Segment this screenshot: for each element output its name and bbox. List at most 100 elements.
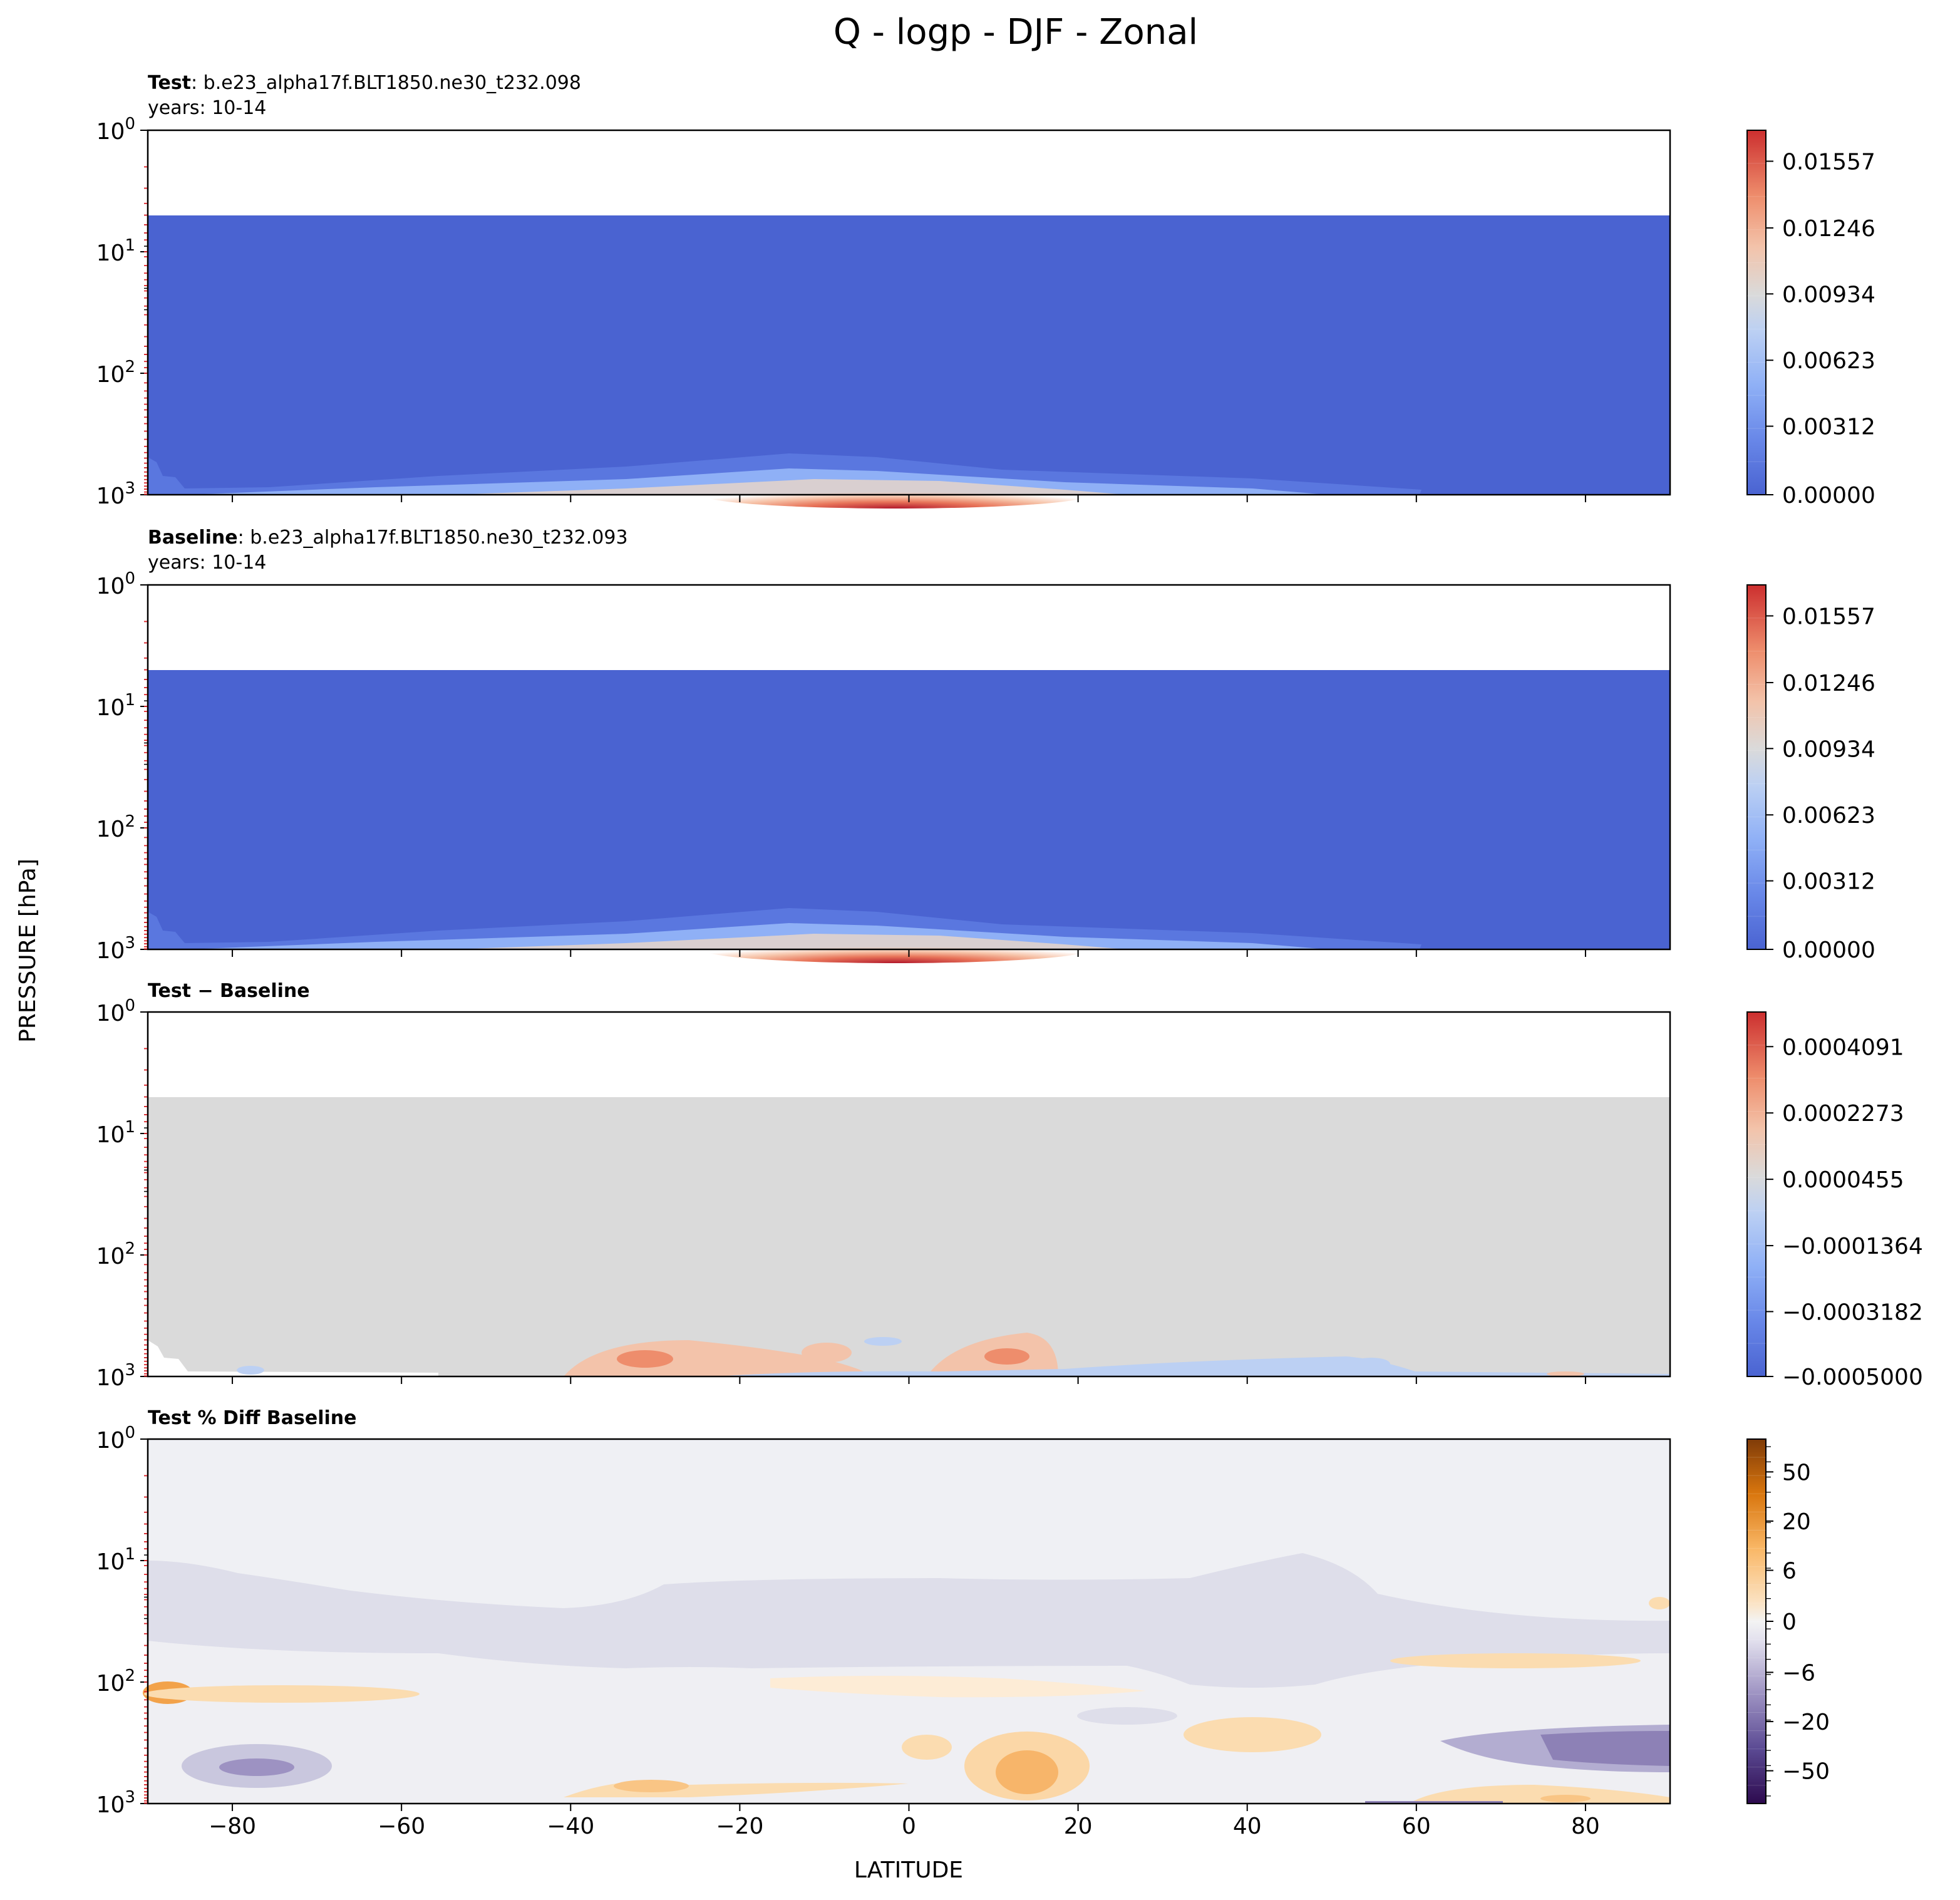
colorbar-tick-label: −0.0003182 [1782,1299,1923,1325]
panel-baseline-model-top [148,670,1670,949]
colorbar-tick-label: 0.00623 [1782,348,1875,374]
y-tick-exponent: 3 [125,934,135,953]
y-tick-label: 100 [96,996,135,1026]
panel-percent-diff-warm-j [1409,1785,1670,1804]
y-tick-label: 101 [96,691,135,721]
colorbar-difference [1746,1011,1767,1377]
panel-percent-diff-warm-g [902,1735,952,1760]
y-tick-exponent: 1 [125,691,135,710]
panel-percent-diff-lower [148,1641,1670,1804]
colorbar-tick-label: 6 [1782,1559,1797,1584]
y-tick-exponent: 0 [125,996,135,1015]
panel-baseline-subtitle: years: 10-14 [148,552,266,574]
colorbar-tick-label: −6 [1782,1660,1815,1686]
panel-baseline: Baseline: b.e23_alpha17f.BLT1850.ne30_t2… [147,527,1671,963]
x-tick-label: −40 [547,1814,594,1839]
x-tick-label: 40 [1233,1814,1262,1839]
y-tick-exponent: 0 [125,1423,135,1442]
panel-percent-diff: Test % Diff Baseline [143,1407,1671,1805]
y-tick-label: 103 [96,1361,135,1391]
colorbar-tick-label: 0.01557 [1782,604,1875,629]
panel-difference-negative-d [237,1366,264,1375]
panel-percent-diff-warm-l [1390,1653,1641,1668]
y-tick-exponent: 1 [125,236,135,255]
colorbar-tick-label: 0.01557 [1782,149,1875,175]
colorbar-tick-label: 0.00000 [1782,483,1875,509]
colorbar-tick-label: 0.0004091 [1782,1035,1904,1060]
y-tick-label: 101 [96,1545,135,1575]
colorbar-tick-label: 0 [1782,1609,1797,1635]
panel-difference: Test − Baseline [147,980,1671,1378]
y-tick-exponent: 3 [125,1361,135,1380]
x-tick-label: −20 [716,1814,763,1839]
panel-difference-positive-f [1547,1371,1584,1376]
colorbar-tick-label: 50 [1782,1460,1811,1485]
panel-percent-diff-title: Test % Diff Baseline [148,1407,357,1429]
panel-percent-diff-warm-f [1184,1717,1321,1752]
panel-test-model-top [148,215,1670,495]
panel-difference-surface-mask [148,1340,438,1376]
y-tick-label: 100 [96,1423,135,1453]
x-axis-label: LATITUDE [854,1857,963,1883]
colorbar-tick-label: 0.00934 [1782,282,1875,307]
y-tick-exponent: 3 [125,1788,135,1807]
panel-difference-negative-a [864,1337,902,1346]
colorbar-test [1746,130,1767,495]
panel-test: Test: b.e23_alpha17f.BLT1850.ne30_t232.0… [147,72,1671,509]
colorbar-tick-label: 0.00934 [1782,736,1875,762]
panel-percent-diff-cool-d [1540,1731,1670,1766]
panel-percent-diff-warm-e [996,1750,1058,1794]
colorbar-tick-label: −0.0001364 [1782,1234,1923,1259]
colorbar-labels: 0.01557 0.01246 0.00934 0.00623 0.00312 0.000… [1747,149,1923,1797]
colorbar-tick-label: −20 [1782,1710,1830,1735]
panel-difference-positive-d [984,1348,1029,1365]
panel-percent-diff-warm-m [1649,1597,1670,1609]
panel-percent-diff-warm-i [614,1780,689,1792]
axes-layer: 1001011021031001011021031001011021031001… [96,115,1600,1839]
y-tick-label: 102 [96,1239,135,1269]
x-tick-label: −80 [209,1814,256,1839]
colorbar-tick-label: 0.0002273 [1782,1101,1904,1127]
panel-percent-diff-warm-k [1540,1795,1591,1802]
panel-difference-positive-b [617,1350,673,1368]
colorbar-tick-label: 0.0000455 [1782,1167,1904,1193]
y-tick-exponent: 1 [125,1118,135,1137]
colorbar-tick-label: −0.0005000 [1782,1365,1923,1390]
colorbar-difference-bar [1746,1011,1767,1377]
y-tick-label: 103 [96,934,135,964]
x-tick-label: 80 [1571,1814,1600,1839]
panel-percent-diff-cool-b [219,1758,294,1776]
panel-difference-negative-b [714,1356,1670,1376]
y-axis-label: PRESSURE [hPa] [15,859,41,1043]
panel-percent-diff-cool-f [1077,1707,1177,1725]
colorbar-percent-diff [1746,1438,1767,1804]
colorbar-baseline-bar [1746,584,1767,950]
colorbar-percent-diff-bar [1746,1438,1767,1804]
x-tick-label: 60 [1402,1814,1431,1839]
colorbar-tick-label: 0.01246 [1782,216,1875,242]
y-tick-label: 100 [96,115,135,145]
x-tick-label: −60 [378,1814,425,1839]
panel-baseline-title: Baseline: b.e23_alpha17f.BLT1850.ne30_t2… [148,527,628,549]
y-tick-exponent: 2 [125,1666,135,1685]
colorbar-tick-label: 0.00312 [1782,415,1875,440]
colorbar-baseline [1746,584,1767,950]
x-tick-label: 20 [1064,1814,1093,1839]
y-tick-label: 100 [96,569,135,599]
y-tick-exponent: 3 [125,479,135,498]
panel-test-subtitle: years: 10-14 [148,97,266,119]
panel-difference-positive-e [802,1343,852,1363]
colorbar-tick-label: 0.01246 [1782,671,1875,696]
y-tick-exponent: 1 [125,1545,135,1564]
y-tick-label: 102 [96,358,135,388]
panel-test-title-bold: Test [148,72,191,94]
panel-percent-diff-warm-a [770,1676,1146,1698]
panel-percent-diff-warm-c [144,1685,420,1703]
y-tick-label: 102 [96,1666,135,1696]
y-tick-exponent: 2 [125,1239,135,1258]
y-tick-label: 103 [96,1788,135,1818]
panel-test-title-rest: : b.e23_alpha17f.BLT1850.ne30_t232.098 [191,72,581,94]
y-tick-label: 102 [96,812,135,842]
y-tick-exponent: 2 [125,812,135,831]
